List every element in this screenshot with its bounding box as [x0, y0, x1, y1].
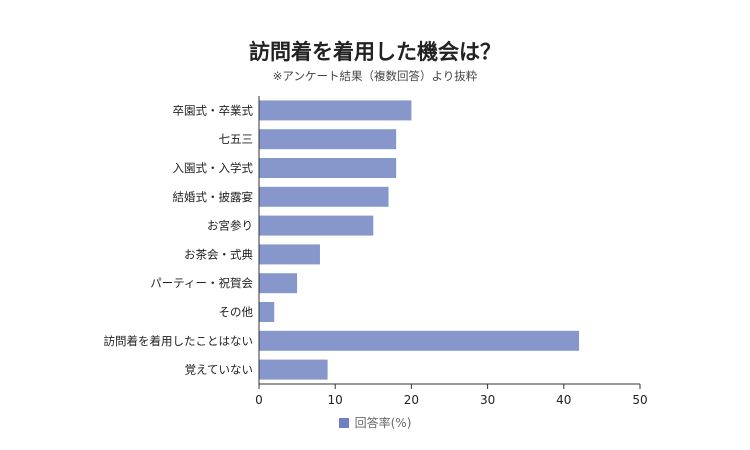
legend-swatch: [338, 418, 349, 428]
category-label-8: その他: [219, 305, 254, 319]
legend-label: 回答率(%): [354, 416, 412, 430]
bar-7: [259, 273, 298, 294]
bar-5: [259, 215, 374, 236]
category-label-4: 結婚式・披露宴: [173, 190, 254, 204]
bar-3: [259, 158, 397, 178]
bar-2: [259, 129, 397, 150]
x-axis-ticks: 0 10 20 30 40 50: [255, 384, 648, 407]
bar-6: [259, 244, 320, 265]
category-label-5: お宮参り: [207, 219, 253, 233]
x-tick-label-3: 20: [404, 393, 419, 407]
category-label-7: パーティー・祝賀会: [150, 276, 253, 290]
x-tick-label-6: 50: [632, 393, 647, 407]
x-tick-label-4: 30: [480, 393, 495, 407]
bars-group: [259, 100, 580, 380]
bar-8: [259, 302, 275, 322]
chart-title: 訪問着を着用した機会は？: [249, 40, 501, 64]
category-labels: 卒園式・卒業式七五三入園式・入学式結婚式・披露宴お宮参りお茶会・式典パーティー・…: [104, 103, 254, 376]
x-tick-label-2: 10: [328, 393, 343, 407]
category-label-9: 訪問着を着用したことはない: [104, 334, 254, 348]
category-label-1: 卒園式・卒業式: [173, 103, 254, 117]
bar-9: [259, 330, 580, 351]
category-label-6: お茶会・式典: [184, 247, 253, 261]
legend: 回答率(%): [0, 414, 750, 431]
x-tick-label-1: 0: [255, 393, 263, 407]
category-label-2: 七五三: [219, 132, 254, 146]
bar-1: [259, 100, 412, 121]
chart-subtitle: ※アンケート結果（複数回答）より抜粋: [272, 69, 478, 83]
category-label-3: 入園式・入学式: [173, 161, 254, 175]
category-label-10: 覚えていない: [185, 363, 253, 377]
x-tick-label-5: 40: [556, 393, 571, 407]
bar-4: [259, 186, 389, 207]
bar-10: [259, 359, 328, 380]
